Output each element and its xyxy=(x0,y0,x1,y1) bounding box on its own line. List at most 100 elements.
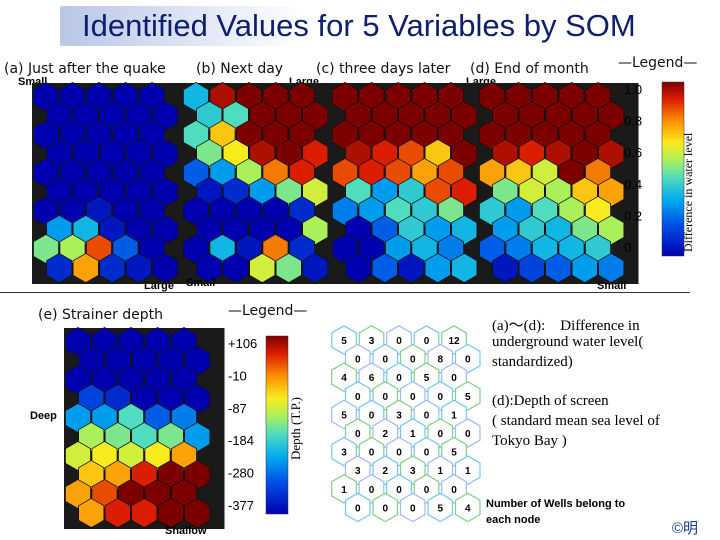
well-count-label: 1 xyxy=(437,466,443,477)
legend1-heading: —Legend— xyxy=(618,55,698,71)
panel-c-hex-cell xyxy=(424,252,451,284)
well-hex-cell xyxy=(344,492,371,523)
well-count-label: 0 xyxy=(396,373,402,384)
well-hex-cell xyxy=(372,492,399,523)
well-count-label: 3 xyxy=(355,466,361,477)
legend1-tick-label: 0.8 xyxy=(624,114,642,129)
well-count-label: 0 xyxy=(355,503,361,514)
well-count-label: 0 xyxy=(410,503,416,514)
slide-title: Identified Values for 5 Variables by SOM xyxy=(82,8,636,43)
note-d-line2: ( standard mean sea level of xyxy=(492,413,660,429)
panel-b-hex-cell xyxy=(302,252,329,284)
well-count-label: 2 xyxy=(382,429,388,440)
panel-a-hex-cell xyxy=(99,252,126,284)
legend1-colorbar xyxy=(661,81,685,257)
panel-c-hex-cell xyxy=(398,252,425,284)
note-ad-line1: (a)～(d): Difference in xyxy=(492,318,640,334)
legend2-heading: —Legend— xyxy=(228,303,308,319)
legend2-colorbar xyxy=(265,335,289,515)
well-count-label: 0 xyxy=(355,355,361,366)
panel-b-hex-cell xyxy=(249,252,276,284)
note-wells-line2: each node xyxy=(486,514,541,526)
well-count-label: 0 xyxy=(424,336,430,347)
panel-e-hex-cell xyxy=(78,497,105,529)
panel-a-hex-cell xyxy=(125,252,152,284)
panel-e-label: (e) Strainer depth xyxy=(38,307,164,323)
well-count-label: 5 xyxy=(424,373,430,384)
well-count-label: 3 xyxy=(396,410,402,421)
panel-e-tag-deep: Deep xyxy=(30,410,57,422)
well-count-label: 6 xyxy=(369,373,375,384)
well-count-label: 0 xyxy=(465,429,471,440)
well-count-label: 0 xyxy=(437,429,443,440)
panel-a-hex-cell xyxy=(46,252,73,284)
legend1-tick-label: 0.4 xyxy=(624,177,642,192)
well-count-label: 5 xyxy=(341,410,347,421)
well-count-label: 0 xyxy=(424,485,430,496)
well-count-label: 0 xyxy=(382,355,388,366)
well-count-label: 5 xyxy=(341,336,347,347)
well-count-label: 1 xyxy=(451,410,457,421)
copyright: ©明 xyxy=(672,520,699,537)
legend2-tick-label: +106 xyxy=(228,336,257,351)
well-count-label: 5 xyxy=(451,448,457,459)
panel-b-hex-cell xyxy=(196,252,223,284)
note-d-line1: (d):Depth of screen xyxy=(492,393,609,409)
well-count-label: 1 xyxy=(410,429,416,440)
panel-e-hex-cell xyxy=(184,497,211,529)
well-count-label: 2 xyxy=(382,466,388,477)
well-count-label: 3 xyxy=(410,466,416,477)
panel-a-hex-cell xyxy=(152,252,179,284)
well-count-label: 3 xyxy=(369,336,375,347)
well-count-label: 1 xyxy=(341,485,347,496)
well-count-label: 8 xyxy=(437,355,443,366)
legend1-tick-label: 0.6 xyxy=(624,145,642,160)
legend2-tick-label: -10 xyxy=(228,368,247,383)
panel-b-label: (b) Next day xyxy=(196,61,284,77)
well-count-label: 4 xyxy=(465,503,471,514)
legend1-tick-label: 0 xyxy=(624,240,631,255)
panel-e-hex-cell xyxy=(131,497,158,529)
section-divider xyxy=(0,292,690,293)
panel-b-tag-large-bottom: Large xyxy=(144,280,174,292)
panel-d-hex-cell xyxy=(598,252,625,284)
panel-c-hex-cell xyxy=(371,252,398,284)
well-hex-cell xyxy=(399,492,426,523)
panel-d-hex-cell xyxy=(492,252,519,284)
panel-c-hex-cell xyxy=(451,252,478,284)
note-d-line3: Tokyo Bay ) xyxy=(492,433,567,449)
legend2-tick-label: -184 xyxy=(228,433,254,448)
legend2-tick-label: -280 xyxy=(228,466,254,481)
well-count-label: 0 xyxy=(355,429,361,440)
legend1-tick-label: 0.2 xyxy=(624,208,642,223)
well-count-label: 0 xyxy=(410,392,416,403)
panel-b-hex-cell xyxy=(222,252,249,284)
note-wells-line1: Number of Wells belong to xyxy=(486,498,626,510)
well-count-label: 0 xyxy=(396,336,402,347)
well-count-label: 4 xyxy=(341,373,347,384)
well-count-label: 0 xyxy=(369,485,375,496)
well-count-label: 1 xyxy=(465,466,471,477)
well-count-label: 3 xyxy=(341,448,347,459)
well-count-label: 0 xyxy=(369,410,375,421)
legend2-tick-label: -87 xyxy=(228,401,247,416)
well-count-label: 12 xyxy=(448,336,460,347)
panel-b-hex-cell xyxy=(275,252,302,284)
panel-d-hex-cell xyxy=(518,252,545,284)
well-hex-cell xyxy=(427,492,454,523)
well-count-label: 0 xyxy=(424,448,430,459)
well-count-label: 0 xyxy=(451,485,457,496)
panel-e-hex-cell xyxy=(104,497,131,529)
panel-a-hex-cell xyxy=(72,252,99,284)
note-ad-line2: underground water level( xyxy=(492,334,644,350)
well-count-label: 0 xyxy=(451,373,457,384)
panel-c-tag-small-bottom: Small xyxy=(186,277,216,289)
panel-a-label: (a) Just after the quake xyxy=(4,61,166,77)
panel-c-label: (c) three days later xyxy=(316,61,451,77)
well-count-label: 0 xyxy=(355,392,361,403)
well-count-label: 0 xyxy=(396,448,402,459)
well-count-label: 0 xyxy=(396,485,402,496)
panel-e-hex-cell xyxy=(157,497,184,529)
